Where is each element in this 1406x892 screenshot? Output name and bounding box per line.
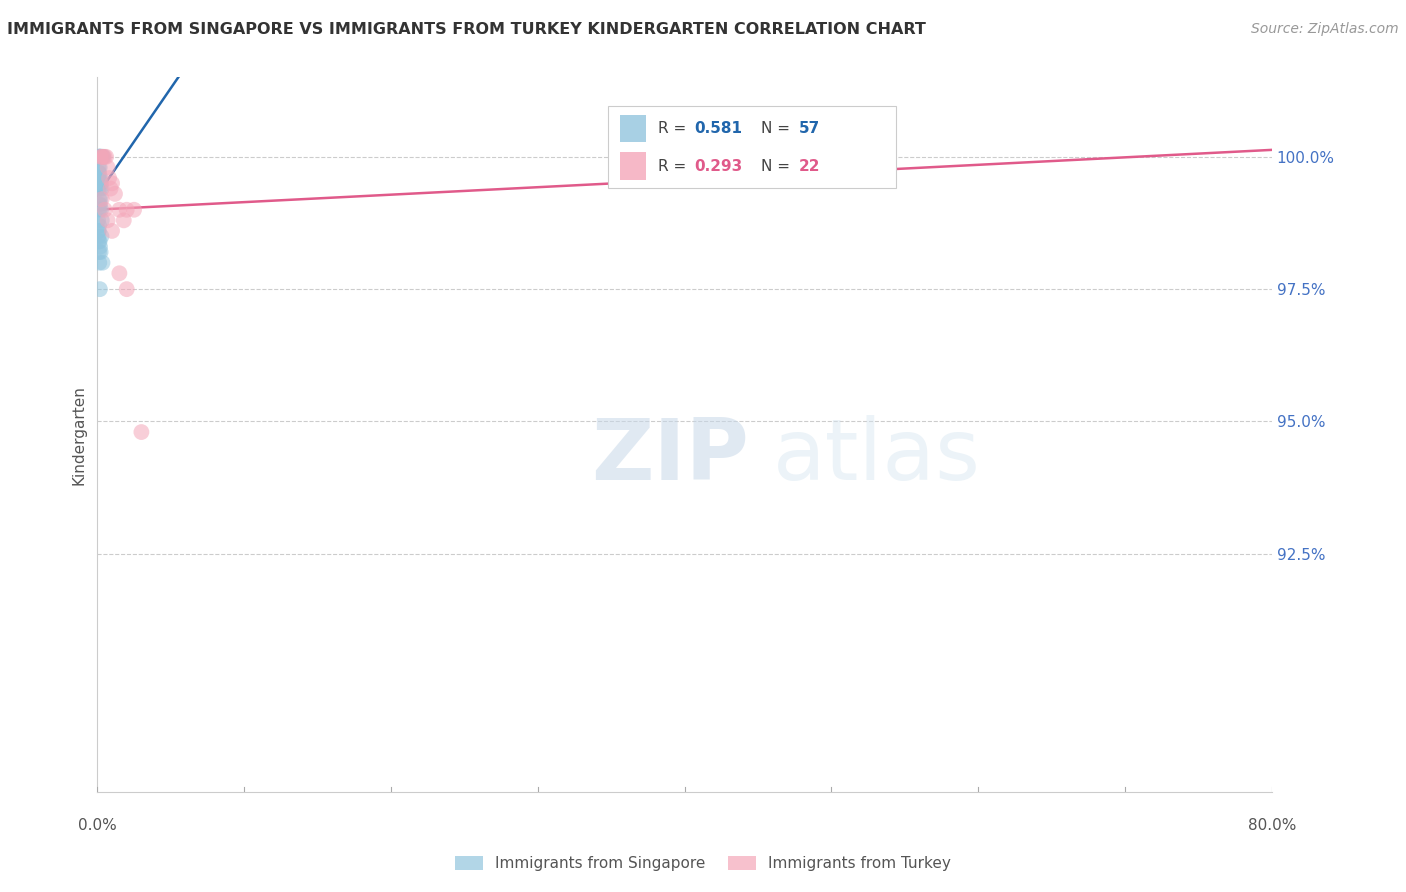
Point [87, 150, 110, 164]
Point [87, 150, 110, 164]
Point [96, 150, 118, 164]
Point [87, 224, 110, 238]
Point [93, 202, 115, 217]
Point [87, 213, 110, 227]
Point [89, 202, 111, 217]
FancyBboxPatch shape [609, 106, 896, 188]
Y-axis label: Kindergarten: Kindergarten [72, 384, 86, 484]
Text: 57: 57 [799, 120, 820, 136]
Point [89, 150, 111, 164]
Point [89, 176, 111, 190]
Text: 22: 22 [799, 159, 820, 174]
Point [90, 150, 112, 164]
Point [101, 224, 124, 238]
FancyBboxPatch shape [620, 114, 645, 142]
Point [90, 213, 112, 227]
Point [90, 171, 112, 186]
Point [122, 202, 145, 217]
Point [87, 176, 110, 190]
Point [90, 150, 112, 164]
Point [89, 282, 111, 296]
Point [90, 202, 112, 217]
Point [87, 150, 110, 164]
Text: R =: R = [658, 120, 690, 136]
Point [100, 181, 122, 195]
Point [104, 186, 127, 201]
Point [820, 150, 842, 164]
Point [87, 197, 110, 211]
Point [87, 171, 110, 186]
Point [87, 166, 110, 180]
Point [89, 150, 111, 164]
Point [91, 255, 114, 269]
Point [90, 245, 112, 260]
Point [89, 181, 111, 195]
Point [89, 192, 111, 206]
FancyBboxPatch shape [620, 153, 645, 179]
Point [91, 150, 114, 164]
Point [87, 224, 110, 238]
Point [87, 150, 110, 164]
Point [101, 176, 124, 190]
Point [89, 150, 111, 164]
Point [93, 150, 115, 164]
Point [87, 171, 110, 186]
Point [87, 181, 110, 195]
Point [90, 192, 112, 206]
Point [97, 161, 120, 175]
Point [89, 240, 111, 254]
Point [89, 150, 111, 164]
Text: atlas: atlas [773, 415, 981, 498]
Point [89, 150, 111, 164]
Point [87, 202, 110, 217]
Text: ZIP: ZIP [591, 415, 748, 498]
Point [89, 150, 111, 164]
Point [89, 255, 111, 269]
Point [87, 245, 110, 260]
Point [89, 197, 111, 211]
Point [90, 150, 112, 164]
Point [87, 176, 110, 190]
Point [90, 181, 112, 195]
Point [90, 229, 112, 244]
Point [90, 176, 112, 190]
Point [87, 229, 110, 244]
Point [91, 150, 114, 164]
Point [90, 150, 112, 164]
Legend: Immigrants from Singapore, Immigrants from Turkey: Immigrants from Singapore, Immigrants fr… [449, 850, 957, 877]
Text: N =: N = [761, 120, 794, 136]
Point [91, 150, 114, 164]
Text: Source: ZipAtlas.com: Source: ZipAtlas.com [1251, 22, 1399, 37]
Text: 80.0%: 80.0% [1247, 819, 1296, 833]
Text: R =: R = [658, 159, 690, 174]
Point [87, 235, 110, 249]
Point [89, 150, 111, 164]
Point [87, 219, 110, 233]
Point [89, 150, 111, 164]
Point [115, 282, 138, 296]
Point [87, 192, 110, 206]
Text: 0.581: 0.581 [695, 120, 742, 136]
Point [87, 161, 110, 175]
Point [112, 213, 135, 227]
Text: N =: N = [761, 159, 794, 174]
Point [97, 213, 120, 227]
Point [87, 166, 110, 180]
Text: 0.0%: 0.0% [77, 819, 117, 833]
Point [131, 425, 153, 439]
Point [108, 266, 131, 280]
Point [87, 150, 110, 164]
Point [89, 150, 111, 164]
Point [89, 235, 111, 249]
Text: 0.293: 0.293 [695, 159, 742, 174]
Text: IMMIGRANTS FROM SINGAPORE VS IMMIGRANTS FROM TURKEY KINDERGARTEN CORRELATION CHA: IMMIGRANTS FROM SINGAPORE VS IMMIGRANTS … [7, 22, 927, 37]
Point [90, 150, 112, 164]
Point [108, 202, 131, 217]
Point [89, 161, 111, 175]
Point [98, 171, 121, 186]
Point [90, 150, 112, 164]
Point [115, 202, 138, 217]
Point [89, 171, 111, 186]
